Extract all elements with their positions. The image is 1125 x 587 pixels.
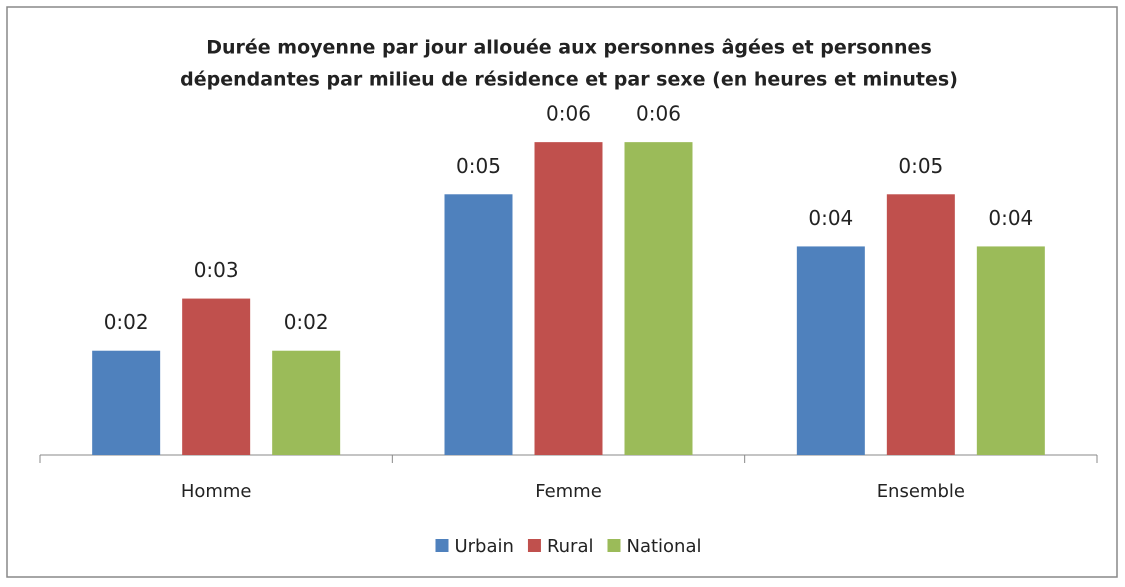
- chart-title: Durée moyenne par jour allouée aux perso…: [206, 37, 932, 59]
- bar: [796, 246, 865, 455]
- data-label: 0:04: [988, 206, 1033, 230]
- bar: [272, 350, 341, 455]
- data-label: 0:05: [898, 154, 943, 178]
- bar: [534, 142, 603, 455]
- data-label: 0:02: [284, 310, 329, 334]
- data-label: 0:02: [104, 310, 149, 334]
- bar: [624, 142, 693, 455]
- bar: [976, 246, 1045, 455]
- data-label: 0:04: [808, 206, 853, 230]
- x-tick-label: Ensemble: [877, 481, 965, 502]
- data-label: 0:06: [636, 102, 681, 126]
- x-tick-label: Homme: [181, 481, 252, 502]
- data-label: 0:05: [456, 154, 501, 178]
- legend-swatch: [607, 539, 621, 552]
- bar: [92, 350, 161, 455]
- legend-label: Urbain: [454, 536, 513, 557]
- legend-swatch: [435, 539, 449, 552]
- bar: [886, 194, 955, 456]
- data-label: 0:03: [194, 258, 239, 282]
- x-tick-label: Femme: [535, 481, 602, 502]
- legend-label: National: [626, 536, 701, 557]
- data-label: 0:06: [546, 102, 591, 126]
- bar: [182, 298, 251, 455]
- chart-title: dépendantes par milieu de résidence et p…: [180, 69, 958, 91]
- bar: [444, 194, 513, 456]
- legend-label: Rural: [547, 536, 594, 557]
- legend-swatch: [527, 539, 541, 552]
